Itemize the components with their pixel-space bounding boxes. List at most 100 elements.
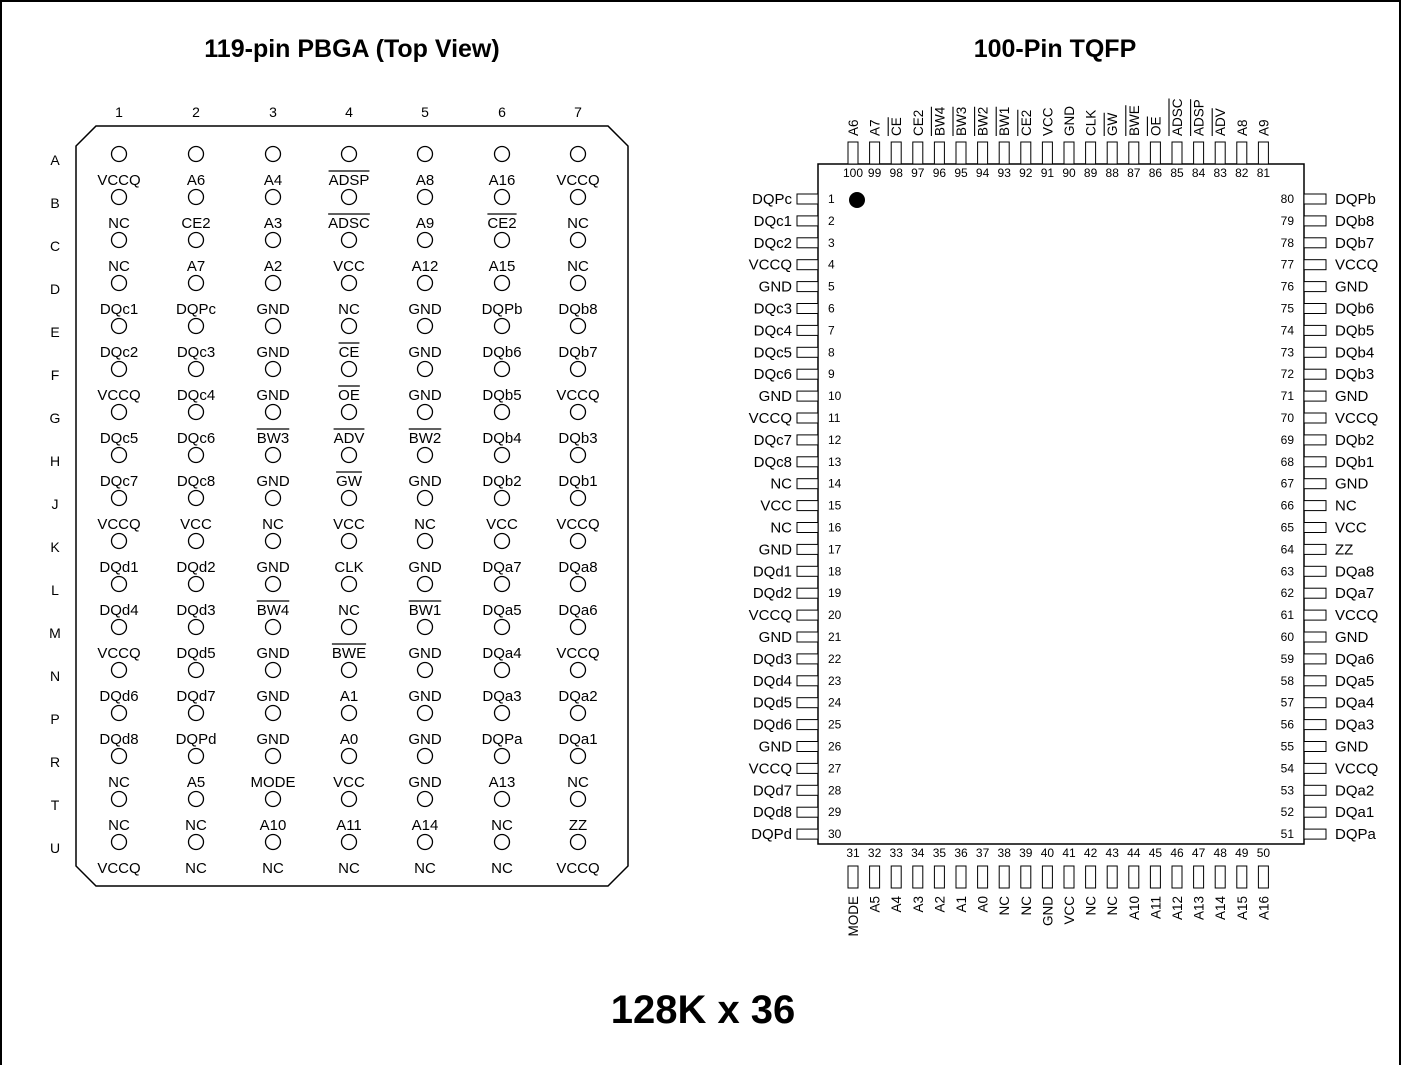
bga-row-label-t: T bbox=[51, 797, 60, 813]
tqfp-pin-79 bbox=[1303, 215, 1327, 227]
tqfp-pin-60-label: GND bbox=[1335, 629, 1369, 646]
bga-ball-d5-label: GND bbox=[408, 301, 442, 318]
tqfp-pin-21-label: GND bbox=[759, 629, 793, 646]
tqfp-pin-65-number: 65 bbox=[1281, 521, 1295, 535]
bga-ball-d2-label: DQPc bbox=[176, 301, 217, 318]
tqfp-pin-66-label: NC bbox=[1335, 498, 1357, 515]
tqfp-pin-93-label: BW1 bbox=[997, 107, 1012, 136]
bga-ball-t4 bbox=[340, 790, 358, 808]
bga-ball-r5 bbox=[416, 747, 434, 765]
bga-ball-d4 bbox=[340, 274, 358, 292]
bga-ball-d5 bbox=[416, 274, 434, 292]
bga-ball-f5 bbox=[416, 360, 434, 378]
tqfp-pin-20-label: VCCQ bbox=[749, 607, 792, 624]
tqfp-pin-88-number: 88 bbox=[1106, 166, 1120, 180]
tqfp-pin-1 bbox=[796, 193, 819, 205]
bga-ball-u4-label: NC bbox=[338, 860, 360, 877]
bga-ball-b3 bbox=[264, 188, 282, 206]
tqfp-pin-84 bbox=[1193, 141, 1205, 165]
bga-ball-l6-label: DQa5 bbox=[482, 602, 521, 619]
tqfp-pin-95 bbox=[955, 141, 967, 165]
bga-ball-j5-label: NC bbox=[414, 516, 436, 533]
bga-ball-r2-label: A5 bbox=[187, 774, 205, 791]
bga-ball-c5-label: A12 bbox=[412, 258, 439, 275]
bga-ball-t7 bbox=[569, 790, 587, 808]
tqfp-pin-1-label: DQPc bbox=[752, 191, 793, 208]
bga-ball-a6 bbox=[493, 145, 511, 163]
bga-ball-c7-label: NC bbox=[567, 258, 589, 275]
tqfp-pin-18-number: 18 bbox=[828, 564, 842, 578]
tqfp-pin-69-label: DQb2 bbox=[1335, 432, 1374, 449]
tqfp-pin-43-label: NC bbox=[1105, 896, 1120, 916]
tqfp-pin-92-label: CE2 bbox=[1019, 110, 1034, 136]
bga-ball-k5-label: GND bbox=[408, 559, 442, 576]
tqfp-pin-31 bbox=[847, 865, 859, 889]
tqfp-pin-46-label: A12 bbox=[1170, 896, 1185, 920]
bga-ball-r1-label: NC bbox=[108, 774, 130, 791]
bga-row-label-u: U bbox=[50, 840, 60, 856]
tqfp-pin-83 bbox=[1214, 141, 1226, 165]
tqfp-pin-69-number: 69 bbox=[1281, 433, 1295, 447]
bga-ball-c2 bbox=[187, 231, 205, 249]
bga-ball-u5 bbox=[416, 833, 434, 851]
tqfp-pin-19-number: 19 bbox=[828, 586, 842, 600]
tqfp-pin-17-number: 17 bbox=[828, 542, 842, 556]
bga-ball-e1-label: DQc2 bbox=[100, 344, 138, 361]
bga-ball-l3 bbox=[264, 575, 282, 593]
tqfp-pin-83-number: 83 bbox=[1214, 166, 1228, 180]
tqfp-pin-22-label: DQd3 bbox=[753, 651, 792, 668]
tqfp-pin-94 bbox=[977, 141, 989, 165]
tqfp-pin-100 bbox=[847, 141, 859, 165]
tqfp-pin-20-number: 20 bbox=[828, 608, 842, 622]
bga-ball-h7-label: DQb1 bbox=[558, 473, 597, 490]
bga-ball-r6 bbox=[493, 747, 511, 765]
tqfp-pin-13-number: 13 bbox=[828, 455, 842, 469]
tqfp-pin-10-number: 10 bbox=[828, 389, 842, 403]
tqfp-pin-62-number: 62 bbox=[1281, 586, 1295, 600]
tqfp-pin-55-number: 55 bbox=[1281, 740, 1295, 754]
tqfp-pin-65 bbox=[1303, 522, 1327, 533]
tqfp-pin-89 bbox=[1085, 141, 1097, 165]
bga-ball-h2 bbox=[187, 446, 205, 464]
tqfp-pin-24-label: DQd5 bbox=[753, 695, 792, 712]
bga-ball-k2-label: DQd2 bbox=[176, 559, 215, 576]
bga-ball-t7-label: ZZ bbox=[569, 817, 587, 834]
bga-ball-u3-label: NC bbox=[262, 860, 284, 877]
bga-ball-a2-label: A6 bbox=[187, 172, 205, 189]
bga-ball-t6-label: NC bbox=[491, 817, 513, 834]
tqfp-pin-75-label: DQb6 bbox=[1335, 301, 1374, 318]
tqfp-pin-3 bbox=[796, 237, 819, 249]
tqfp-pin-45 bbox=[1149, 865, 1161, 889]
tqfp-pin-19-label: DQd2 bbox=[753, 585, 792, 602]
tqfp-pin-29-label: DQd8 bbox=[753, 804, 792, 821]
bga-ball-b2 bbox=[187, 188, 205, 206]
bga-ball-u5-label: NC bbox=[414, 860, 436, 877]
tqfp-pin-47-label: A13 bbox=[1192, 896, 1207, 920]
tqfp-pin-59 bbox=[1303, 653, 1327, 665]
tqfp-pin-5-label: GND bbox=[759, 279, 793, 296]
tqfp-pin-62-label: DQa7 bbox=[1335, 585, 1374, 602]
bga-ball-p4-label: A0 bbox=[340, 731, 358, 748]
tqfp-pin-98 bbox=[890, 141, 902, 165]
bga-ball-h5 bbox=[416, 446, 434, 464]
tqfp-pin-76-number: 76 bbox=[1281, 280, 1295, 294]
tqfp-pin-2-number: 2 bbox=[828, 214, 835, 228]
tqfp-pin-40-number: 40 bbox=[1041, 846, 1055, 860]
tqfp-pin-54-label: VCCQ bbox=[1335, 760, 1378, 777]
bga-ball-h5-label: GND bbox=[408, 473, 442, 490]
tqfp-pin-41 bbox=[1063, 865, 1075, 889]
tqfp-pin-82 bbox=[1236, 141, 1248, 165]
bga-ball-g4-label: ADV bbox=[334, 430, 365, 447]
tqfp-pin-67 bbox=[1303, 478, 1327, 490]
bga-column-label-3: 3 bbox=[269, 104, 277, 120]
tqfp-pin-89-label: CLK bbox=[1084, 110, 1099, 136]
bga-ball-m3-label: GND bbox=[256, 645, 290, 662]
bga-ball-c3-label: A2 bbox=[264, 258, 282, 275]
bga-ball-d1 bbox=[110, 274, 128, 292]
tqfp-pin-21-number: 21 bbox=[828, 630, 842, 644]
bga-ball-f6-label: DQb5 bbox=[482, 387, 521, 404]
bga-row-label-k: K bbox=[50, 539, 60, 555]
tqfp-pin-99-label: A7 bbox=[868, 119, 883, 136]
tqfp-pin-42 bbox=[1085, 865, 1097, 889]
bga-ball-b1 bbox=[110, 188, 128, 206]
